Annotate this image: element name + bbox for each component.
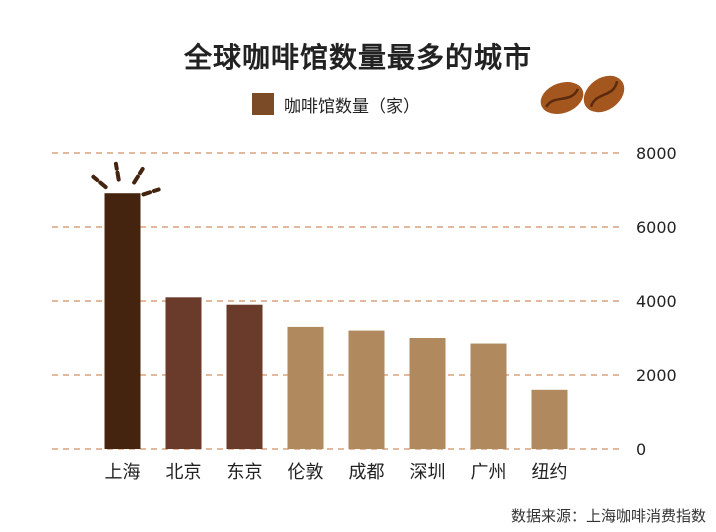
bar bbox=[409, 338, 446, 449]
bar bbox=[470, 343, 507, 449]
highlight-sparkle-icon bbox=[91, 161, 161, 197]
y-tick-label: 4000 bbox=[636, 292, 677, 311]
bar bbox=[531, 389, 568, 449]
source-note: 数据来源：上海咖啡消费指数 bbox=[510, 507, 706, 525]
x-tick-label: 纽约 bbox=[532, 462, 568, 483]
grid-lines bbox=[52, 152, 622, 450]
x-tick-label: 成都 bbox=[349, 462, 385, 483]
y-tick-label: 8000 bbox=[636, 144, 677, 163]
x-tick-label: 上海 bbox=[105, 462, 141, 483]
x-tick-label: 北京 bbox=[166, 462, 202, 483]
bar bbox=[287, 326, 324, 449]
sparkle-ray bbox=[132, 166, 145, 185]
legend-swatch bbox=[252, 93, 274, 115]
sparkle-ray bbox=[141, 187, 161, 197]
x-tick-label: 广州 bbox=[471, 462, 507, 483]
sparkle-ray bbox=[91, 174, 108, 190]
chart-title: 全球咖啡馆数量最多的城市 bbox=[183, 41, 532, 74]
bars bbox=[104, 193, 568, 449]
x-tick-label: 深圳 bbox=[410, 462, 446, 483]
legend-label: 咖啡馆数量（家） bbox=[284, 96, 420, 117]
x-tick-label: 东京 bbox=[227, 462, 263, 483]
coffee-beans-icon bbox=[540, 75, 625, 114]
x-tick-label: 伦敦 bbox=[288, 462, 324, 483]
legend: 咖啡馆数量（家） bbox=[252, 92, 420, 117]
y-axis-ticks: 0 2000 4000 6000 8000 bbox=[636, 144, 677, 459]
coffee-bean-right-icon bbox=[583, 75, 625, 113]
x-axis-labels: 上海 北京 东京 伦敦 成都 深圳 广州 纽约 bbox=[105, 462, 568, 483]
sparkle-ray bbox=[113, 161, 121, 182]
y-tick-label: 0 bbox=[636, 440, 646, 459]
bar bbox=[226, 304, 263, 449]
bar bbox=[165, 297, 202, 449]
bar bbox=[104, 193, 141, 449]
y-tick-label: 2000 bbox=[636, 366, 677, 385]
y-tick-label: 6000 bbox=[636, 218, 677, 237]
bar bbox=[348, 330, 385, 449]
coffee-bean-left-icon bbox=[540, 82, 584, 114]
